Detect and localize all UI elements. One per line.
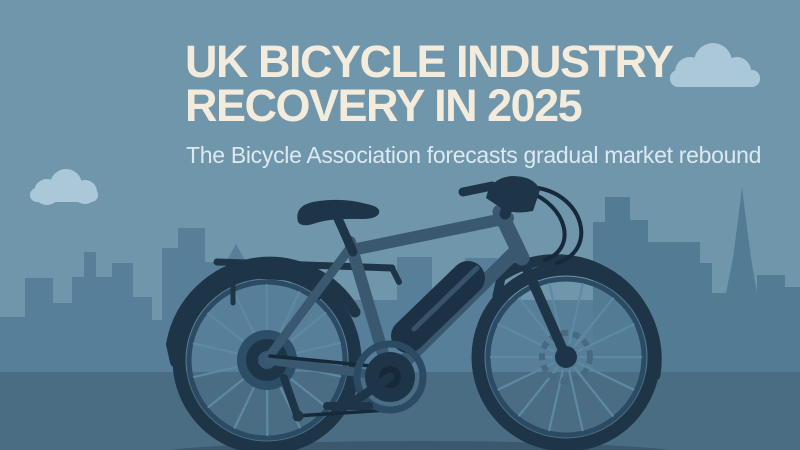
page-title: UK BICYCLE INDUSTRY RECOVERY IN 2025 bbox=[185, 36, 761, 131]
crank-arm bbox=[344, 372, 395, 410]
brake-cable-outer bbox=[536, 186, 584, 265]
brake-cable-inner bbox=[527, 190, 567, 262]
disc-brake-rotor bbox=[539, 330, 593, 384]
front-wheel bbox=[471, 262, 661, 450]
chain-bottom bbox=[294, 408, 390, 418]
derailleur bbox=[280, 374, 300, 416]
cloud-left-icon bbox=[30, 169, 98, 205]
derailleur-pulley bbox=[292, 410, 304, 422]
subtitle: The Bicycle Association forecasts gradua… bbox=[186, 142, 762, 168]
handlebar bbox=[458, 176, 584, 265]
bar-clamp bbox=[486, 176, 540, 213]
seat-post bbox=[331, 209, 358, 257]
grip bbox=[458, 181, 497, 197]
front-fender bbox=[497, 254, 662, 381]
title-line-1: UK BICYCLE INDUSTRY bbox=[185, 36, 674, 87]
down-tube-battery bbox=[391, 261, 485, 353]
electric-bicycle bbox=[166, 176, 662, 450]
rear-mudflap bbox=[166, 339, 180, 367]
saddle bbox=[297, 199, 380, 257]
chainring bbox=[353, 340, 427, 414]
headline-block: UK BICYCLE INDUSTRY RECOVERY IN 2025 The… bbox=[185, 36, 762, 168]
city-skyline-left bbox=[0, 228, 595, 374]
front-mudflap bbox=[492, 273, 506, 301]
cloud-right-icon bbox=[670, 43, 760, 87]
drivetrain bbox=[268, 340, 427, 422]
title-line-2: RECOVERY IN 2025 bbox=[185, 80, 583, 131]
